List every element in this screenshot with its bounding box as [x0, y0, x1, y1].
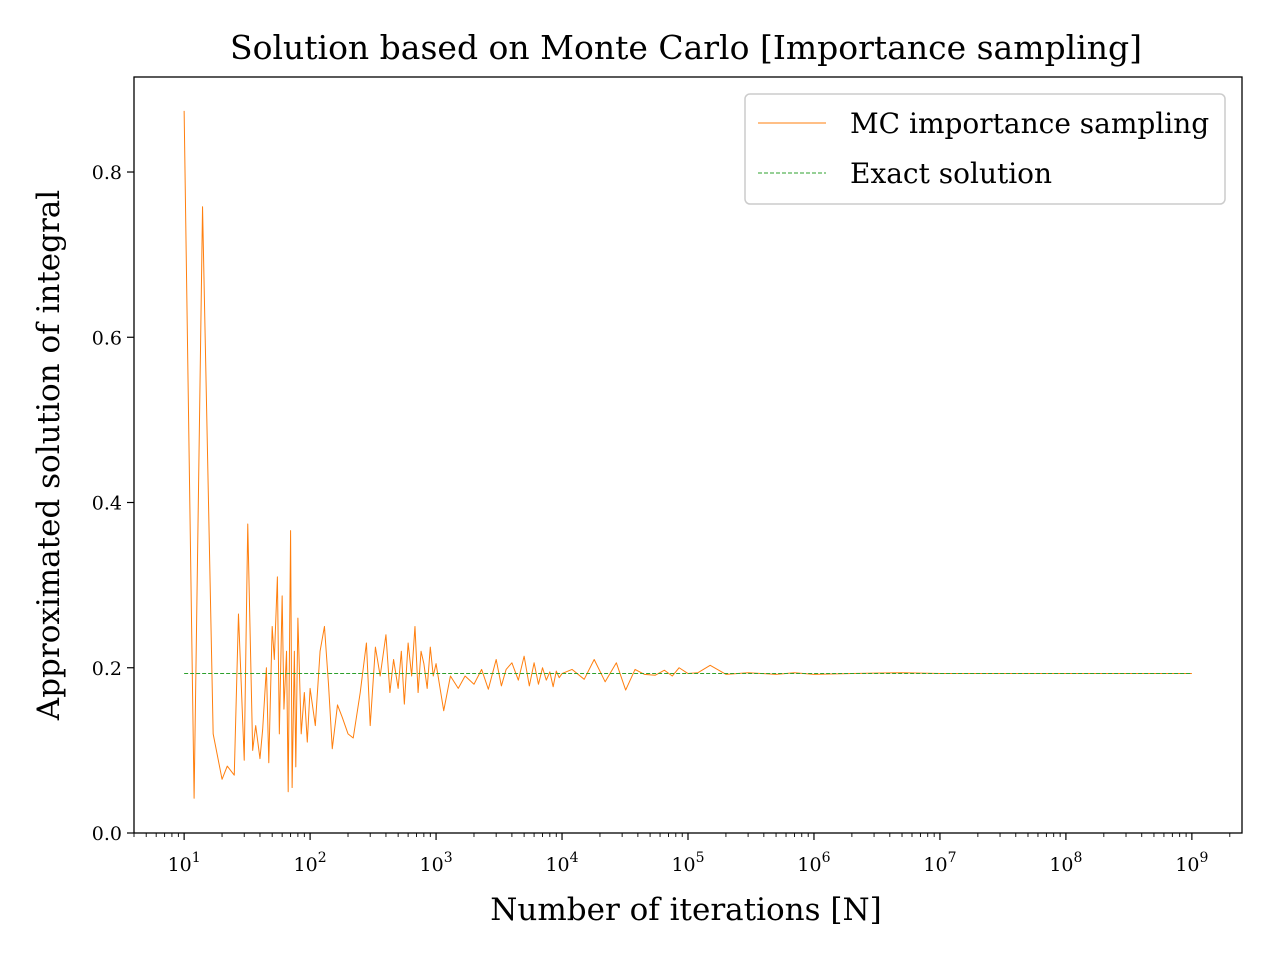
- y-axis-label: Approximated solution of integral: [31, 190, 67, 721]
- y-tick-label: 0.8: [92, 162, 122, 184]
- x-tick-label: 102: [294, 850, 327, 876]
- x-tick-label: 105: [671, 850, 704, 876]
- x-tick-label: 108: [1049, 850, 1082, 876]
- plot-area: [183, 110, 1192, 799]
- legend-box: [744, 93, 1226, 205]
- y-tick-label: 0.6: [92, 327, 122, 349]
- x-tick-label: 101: [168, 850, 201, 876]
- legend-label-mc-importance-sampling: MC importance sampling: [850, 107, 1209, 140]
- y-tick-label: 0.2: [92, 658, 122, 680]
- plot-frame: [133, 76, 1243, 834]
- x-tick-label: 104: [545, 850, 578, 876]
- y-tick-label: 0.4: [92, 493, 122, 515]
- legend: MC importance sampling Exact solution: [744, 93, 1226, 205]
- y-tick-label: 0.0: [92, 823, 122, 845]
- series-line-mc-importance-sampling: [183, 110, 1192, 799]
- y-axis: 0.0 0.2 0.4 0.6 0.8: [92, 162, 134, 845]
- x-axis: 101 102 103 104 105 106 107 108 109: [133, 833, 1231, 876]
- chart-title: Solution based on Monte Carlo [Importanc…: [230, 28, 1142, 67]
- legend-label-exact-solution: Exact solution: [850, 157, 1052, 190]
- x-axis-label: Number of iterations [N]: [490, 892, 881, 928]
- x-tick-label: 106: [797, 850, 830, 876]
- x-tick-label: 103: [420, 850, 453, 876]
- x-tick-label: 109: [1175, 850, 1208, 876]
- x-tick-label: 107: [923, 850, 956, 876]
